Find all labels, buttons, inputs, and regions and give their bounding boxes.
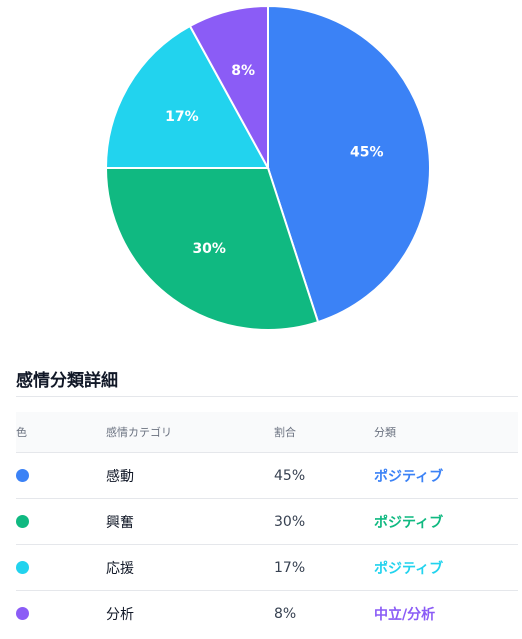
emotion-detail-table: 色 感情カテゴリ 割合 分類 感動 45% ポジティブ 興奮 30% ポジティブ… (16, 412, 518, 636)
row-category: 感動 (106, 452, 274, 499)
row-color-cell (16, 544, 106, 591)
row-category: 分析 (106, 606, 134, 623)
row-ratio: 30% (274, 498, 374, 545)
color-dot (16, 515, 29, 528)
pie-slice-2 (104, 167, 320, 331)
slice-label-4: 8% (231, 63, 255, 79)
row-classification: ポジティブ (374, 452, 518, 499)
row-color-cell (16, 498, 106, 545)
header-classification: 分類 (374, 412, 518, 453)
table-row: 感動 45% ポジティブ (16, 452, 518, 499)
table-row: 興奮 30% ポジティブ (16, 498, 518, 545)
header-category: 感情カテゴリ (106, 412, 274, 453)
table-row: 分析 8% 中立/分析 (16, 591, 518, 637)
row-classification: 中立/分析 (374, 606, 436, 623)
row-ratio: 17% (274, 544, 374, 591)
row-category: 応援 (106, 544, 274, 591)
row-classification: ポジティブ (374, 498, 518, 545)
row-category: 興奮 (106, 498, 274, 545)
pie-slice-1 (267, 4, 431, 324)
header-color: 色 (16, 412, 106, 453)
row-color-cell (16, 452, 106, 499)
slice-label-2: 30% (192, 241, 226, 257)
table-row: 応援 17% ポジティブ (16, 544, 518, 591)
section-title: 感情分類詳細 (16, 371, 118, 391)
emotion-pie-chart: 45% 30% 17% 8% (104, 4, 431, 331)
pie-slice-3 (104, 24, 270, 169)
color-dot (16, 607, 29, 620)
row-ratio: 8% (274, 605, 297, 622)
row-color-cell (16, 591, 106, 637)
pie-slice-4 (188, 4, 269, 169)
slice-label-3: 17% (165, 109, 199, 125)
row-classification: ポジティブ (374, 544, 518, 591)
color-dot (16, 469, 29, 482)
title-divider (16, 396, 518, 397)
color-dot (16, 561, 29, 574)
table-header-row: 色 感情カテゴリ 割合 分類 (16, 412, 518, 453)
header-ratio: 割合 (274, 412, 374, 453)
row-ratio: 45% (274, 452, 374, 499)
slice-label-1: 45% (350, 144, 384, 160)
